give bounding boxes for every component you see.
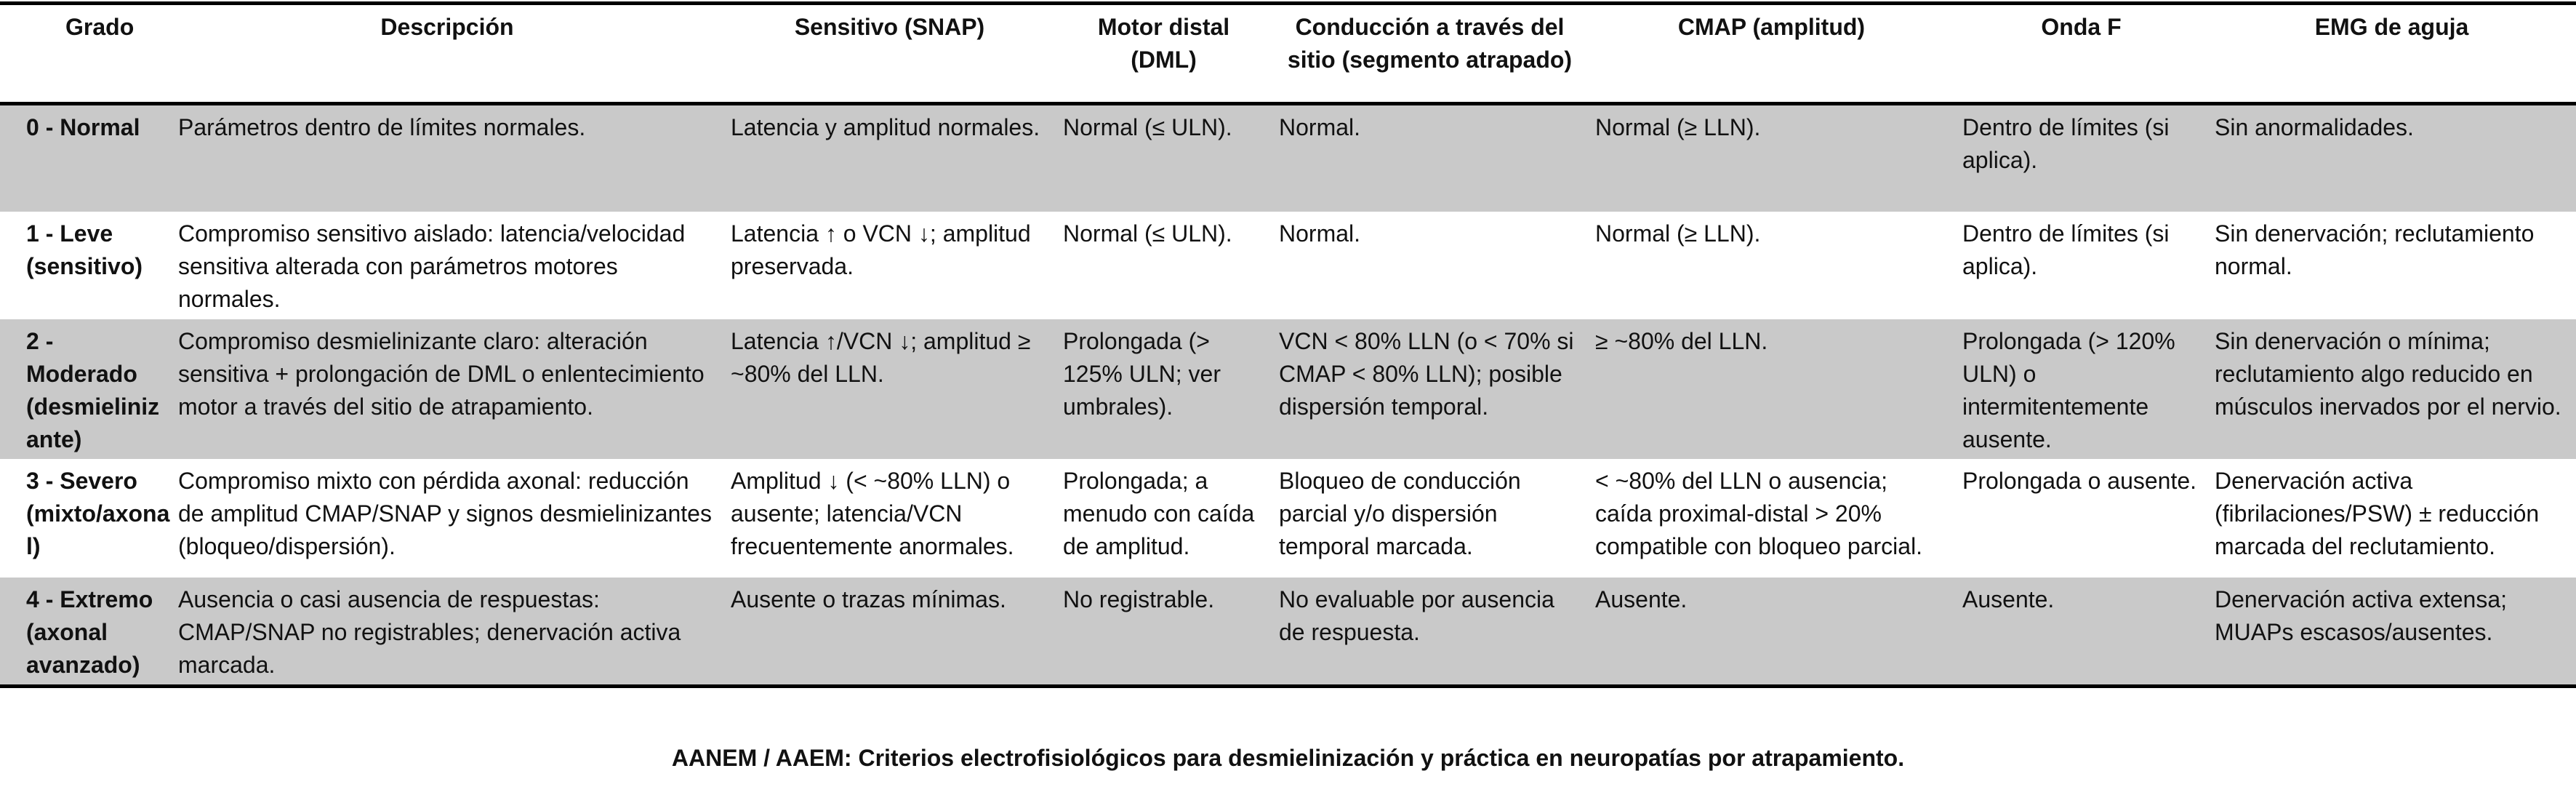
emg-cell: Sin denervación o mínima; reclutamiento …	[2207, 319, 2576, 459]
header-cmap: CMAP (amplitud)	[1677, 14, 1866, 40]
header-sensitivo: Sensitivo (SNAP)	[794, 14, 985, 40]
header-grado: Grado	[65, 14, 135, 40]
emg-cell: Denervación activa (fibrilaciones/PSW) ±…	[2215, 467, 2540, 559]
emg-cell: Sin denervación; reclutamiento normal.	[2215, 220, 2535, 279]
cmap-cell: < ~80% del LLN o ausencia; caída proxima…	[1595, 467, 1923, 559]
grade-cell: 3 - Severo (mixto/axonal)	[26, 467, 170, 559]
sensitivo-cell: Amplitud ↓ (< ~80% LLN) o ausente; laten…	[731, 467, 1014, 559]
motor-cell: Normal (≤ ULN).	[1063, 220, 1232, 247]
onda-f-cell: Prolongada (> 120% ULN) o intermitenteme…	[1955, 319, 2207, 459]
emg-cell: Sin anormalidades.	[2207, 103, 2576, 212]
cmap-cell: Normal (≥ LLN).	[1588, 103, 1955, 212]
sensitivo-cell: Latencia ↑ o VCN ↓; amplitud preservada.	[731, 220, 1031, 279]
grade-cell: 0 - Normal	[0, 103, 171, 212]
header-descripcion: Descripción	[380, 14, 514, 40]
onda-f-cell: Dentro de límites (si aplica).	[1962, 220, 2170, 279]
cmap-cell: Ausente.	[1588, 577, 1955, 687]
table-row: 4 - Extremo (axonal avanzado) Ausencia o…	[0, 577, 2576, 687]
header-emg: EMG de aguja	[2314, 14, 2469, 40]
descripcion-cell: Parámetros dentro de límites normales.	[171, 103, 723, 212]
motor-cell: Prolongada (> 125% ULN; ver umbrales).	[1056, 319, 1272, 459]
conduccion-cell: Normal.	[1272, 103, 1588, 212]
descripcion-cell: Compromiso mixto con pérdida axonal: red…	[178, 467, 712, 559]
onda-f-cell: Dentro de límites (si aplica).	[1955, 103, 2207, 212]
grade-cell: 2 - Moderado (desmielinizante)	[0, 319, 171, 459]
motor-cell: Prolongada; a menudo con caída de amplit…	[1063, 467, 1255, 559]
header-row: Grado Descripción Sensitivo (SNAP) Motor…	[0, 3, 2576, 104]
conduccion-cell: Normal.	[1279, 220, 1361, 247]
grading-table: Grado Descripción Sensitivo (SNAP) Motor…	[0, 1, 2576, 688]
conduccion-cell: Bloqueo de conducción parcial y/o disper…	[1279, 467, 1521, 559]
table-row: 3 - Severo (mixto/axonal) Compromiso mix…	[0, 459, 2576, 578]
descripcion-cell: Compromiso desmielinizante claro: altera…	[171, 319, 723, 459]
grade-cell: 1 - Leve (sensitivo)	[26, 220, 143, 279]
table-row: 2 - Moderado (desmielinizante) Compromis…	[0, 319, 2576, 459]
sensitivo-cell: Ausente o trazas mínimas.	[723, 577, 1056, 687]
descripcion-cell: Compromiso sensitivo aislado: latencia/v…	[178, 220, 686, 312]
onda-f-cell: Ausente.	[1955, 577, 2207, 687]
conduccion-cell: VCN < 80% LLN (o < 70% si CMAP < 80% LLN…	[1272, 319, 1588, 459]
emg-cell: Denervación activa extensa; MUAPs escaso…	[2207, 577, 2576, 687]
grade-cell: 4 - Extremo (axonal avanzado)	[0, 577, 171, 687]
header-onda-f: Onda F	[2041, 14, 2122, 40]
sensitivo-cell: Latencia y amplitud normales.	[723, 103, 1056, 212]
descripcion-cell: Ausencia o casi ausencia de respuestas: …	[171, 577, 723, 687]
motor-cell: Normal (≤ ULN).	[1056, 103, 1272, 212]
sensitivo-cell: Latencia ↑/VCN ↓; amplitud ≥ ~80% del LL…	[723, 319, 1056, 459]
table-row: 0 - Normal Parámetros dentro de límites …	[0, 103, 2576, 212]
conduccion-cell: No evaluable por ausencia de respuesta.	[1272, 577, 1588, 687]
source-caption: AANEM / AAEM: Criterios electrofisiológi…	[671, 745, 1905, 771]
header-conduccion: Conducción a través del sitio (segmento …	[1287, 14, 1573, 73]
onda-f-cell: Prolongada o ausente.	[1962, 467, 2197, 494]
header-motor-distal: Motor distal (DML)	[1097, 14, 1230, 73]
cmap-cell: Normal (≥ LLN).	[1595, 220, 1761, 247]
cmap-cell: ≥ ~80% del LLN.	[1588, 319, 1955, 459]
motor-cell: No registrable.	[1056, 577, 1272, 687]
table-row: 1 - Leve (sensitivo) Compromiso sensitiv…	[0, 212, 2576, 319]
